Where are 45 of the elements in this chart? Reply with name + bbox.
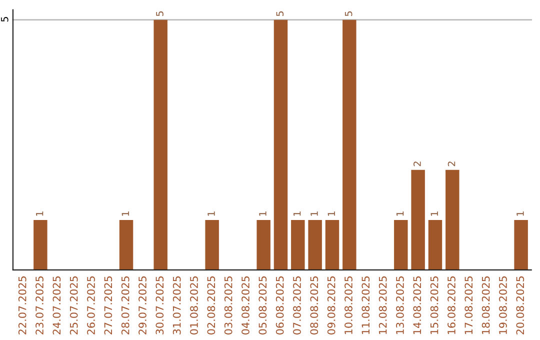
x-tick-label: 20.08.2025 — [516, 276, 524, 334]
data-label: 1 — [259, 212, 266, 216]
x-tick-label: 15.08.2025 — [430, 276, 438, 334]
data-label: 1 — [516, 212, 524, 216]
x-tick-label: 28.07.2025 — [121, 276, 130, 334]
x-tick-label: 22.07.2025 — [18, 276, 26, 334]
x-tick-label: 23.07.2025 — [36, 276, 44, 334]
x-tick-label: 12.08.2025 — [378, 276, 387, 334]
data-label: 1 — [430, 212, 438, 216]
x-tick-label: 11.08.2025 — [362, 276, 370, 334]
x-tick-label: 03.08.2025 — [224, 276, 232, 334]
x-tick-label: 14.08.2025 — [413, 276, 422, 334]
x-tick-label: 10.08.2025 — [344, 276, 352, 334]
x-tick-label: 30.07.2025 — [156, 276, 164, 334]
data-label: 1 — [328, 212, 335, 216]
data-label: 5 — [345, 11, 352, 16]
x-tick-label: 04.08.2025 — [242, 276, 250, 334]
data-label: 1 — [36, 212, 44, 216]
data-label: 1 — [310, 212, 318, 216]
x-tick-label: 25.07.2025 — [70, 276, 78, 334]
x-tick-label: 16.08.2025 — [448, 276, 456, 334]
x-tick-label: 24.07.2025 — [52, 276, 61, 334]
data-label: 2 — [414, 162, 421, 166]
x-tick-label: 18.08.2025 — [482, 276, 490, 334]
data-label: 1 — [294, 212, 301, 216]
data-label: 1 — [122, 212, 129, 216]
x-tick-label: 05.08.2025 — [258, 276, 267, 334]
data-label: 5 — [156, 11, 164, 16]
data-label: 2 — [448, 162, 456, 166]
x-tick-label: 27.07.2025 — [104, 276, 112, 334]
x-tick-label: 13.08.2025 — [396, 276, 404, 334]
x-tick-label: 19.08.2025 — [499, 276, 507, 334]
x-tick-label: 09.08.2025 — [327, 276, 336, 334]
x-tick-label: 17.08.2025 — [464, 276, 473, 334]
x-tick-label: 02.08.2025 — [207, 276, 216, 334]
x-tick-label: 26.07.2025 — [87, 276, 95, 334]
data-label: 1 — [396, 212, 404, 216]
x-tick-label: 08.08.2025 — [310, 276, 318, 334]
data-label: 5 — [276, 11, 284, 16]
x-tick-label: 01.08.2025 — [190, 276, 198, 334]
x-tick-label: 31.07.2025 — [172, 276, 181, 334]
x-tick-label: 29.07.2025 — [138, 276, 146, 334]
x-tick-label: 06.08.2025 — [276, 276, 284, 334]
data-label: 1 — [208, 212, 215, 216]
x-tick-label: 07.08.2025 — [293, 276, 301, 334]
